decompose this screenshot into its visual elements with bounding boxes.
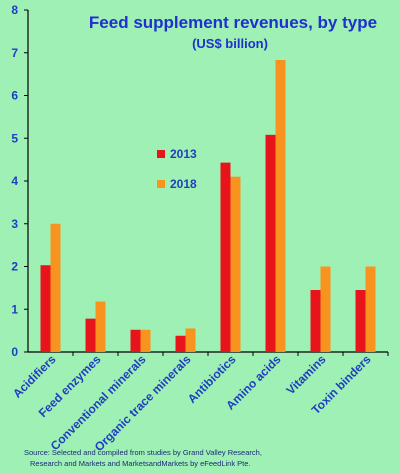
y-tick-label: 7: [11, 46, 18, 60]
chart-subtitle: (US$ billion): [192, 36, 268, 51]
bar-2018-acidifiers: [50, 223, 61, 352]
y-tick-label: 2: [11, 260, 18, 274]
y-tick-label: 3: [11, 217, 18, 231]
bar-2013-antibiotics: [220, 162, 231, 352]
bar-2018-feed-enzymes: [95, 301, 106, 352]
y-tick-label: 1: [11, 302, 18, 316]
legend-label-2018: 2018: [170, 177, 197, 191]
bar-2018-amino-acids: [275, 60, 286, 353]
bar-2018-vitamins: [320, 266, 331, 352]
y-tick-label: 5: [11, 131, 18, 145]
bar-2013-acidifiers: [40, 265, 51, 352]
y-tick-label: 0: [11, 345, 18, 359]
bar-2013-conventional-minerals: [130, 329, 141, 352]
bar-2013-organic-trace-minerals: [175, 335, 186, 352]
bar-2018-antibiotics: [230, 176, 241, 352]
y-tick-label: 6: [11, 89, 18, 103]
bar-2013-feed-enzymes: [85, 318, 96, 352]
legend-label-2013: 2013: [170, 147, 197, 161]
source-line-1: Source: Selected and compiled from studi…: [24, 448, 262, 457]
legend-swatch-2013: [157, 150, 165, 158]
y-tick-label: 8: [11, 3, 18, 17]
bar-2013-toxin-binders: [355, 290, 366, 352]
x-category-label: Vitamins: [283, 352, 328, 397]
bar-2013-amino-acids: [265, 134, 276, 352]
bar-2018-conventional-minerals: [140, 329, 151, 352]
chart-title: Feed supplement revenues, by type: [89, 13, 377, 32]
y-tick-label: 4: [11, 174, 18, 188]
legend-swatch-2018: [157, 180, 165, 188]
bar-2013-vitamins: [310, 290, 321, 352]
bar-2018-organic-trace-minerals: [185, 328, 196, 352]
source-line-2: Research and Markets and MarketsandMarke…: [30, 459, 251, 468]
bar-2018-toxin-binders: [365, 266, 376, 352]
